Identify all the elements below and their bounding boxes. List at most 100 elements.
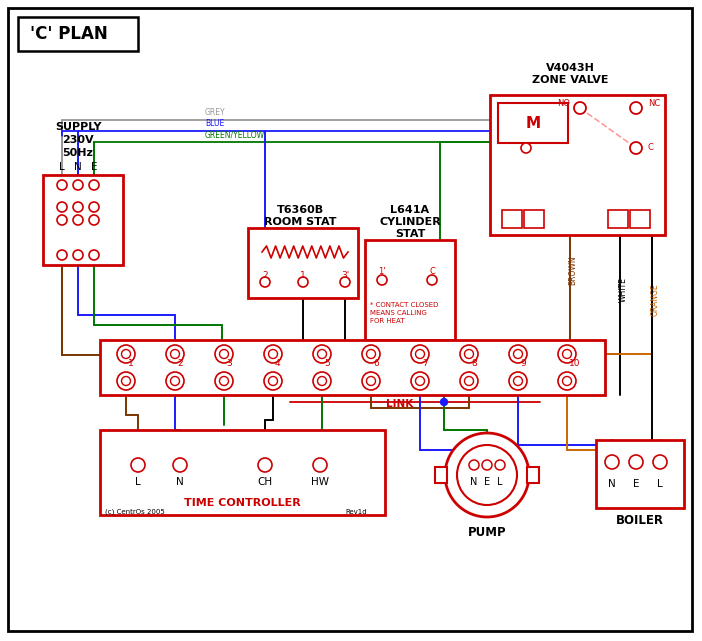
Circle shape xyxy=(416,349,425,358)
Circle shape xyxy=(513,376,522,385)
Text: 5: 5 xyxy=(324,360,330,369)
Text: LINK: LINK xyxy=(386,399,413,409)
Text: 3': 3' xyxy=(341,271,349,279)
Circle shape xyxy=(630,102,642,114)
Text: 8: 8 xyxy=(471,360,477,369)
Text: L: L xyxy=(497,477,503,487)
Circle shape xyxy=(562,376,571,385)
Circle shape xyxy=(313,372,331,390)
Text: C: C xyxy=(429,267,435,276)
Circle shape xyxy=(57,202,67,212)
Circle shape xyxy=(377,275,387,285)
Circle shape xyxy=(362,372,380,390)
Circle shape xyxy=(313,458,327,472)
Circle shape xyxy=(629,455,643,469)
Circle shape xyxy=(440,399,447,406)
Circle shape xyxy=(117,372,135,390)
Circle shape xyxy=(73,215,83,225)
Circle shape xyxy=(482,460,492,470)
Circle shape xyxy=(416,376,425,385)
Text: CYLINDER: CYLINDER xyxy=(379,217,441,227)
Bar xyxy=(502,210,522,228)
Text: FOR HEAT: FOR HEAT xyxy=(370,318,404,324)
Text: E: E xyxy=(91,162,98,172)
Text: GREEN/YELLOW: GREEN/YELLOW xyxy=(205,130,265,139)
Text: E: E xyxy=(633,479,640,489)
Circle shape xyxy=(117,345,135,363)
Circle shape xyxy=(57,180,67,190)
Circle shape xyxy=(171,349,180,358)
Bar xyxy=(18,17,138,51)
Bar xyxy=(43,175,123,265)
Text: 50Hz: 50Hz xyxy=(62,148,93,158)
Circle shape xyxy=(89,250,99,260)
Text: C: C xyxy=(648,144,654,153)
Text: GREY: GREY xyxy=(205,108,225,117)
Circle shape xyxy=(427,275,437,285)
Circle shape xyxy=(73,180,83,190)
Text: N: N xyxy=(470,477,477,487)
Text: L641A: L641A xyxy=(390,205,430,215)
Text: HW: HW xyxy=(311,477,329,487)
Text: NO: NO xyxy=(557,99,570,108)
Circle shape xyxy=(220,376,228,385)
Text: 10: 10 xyxy=(569,360,581,369)
Text: 4: 4 xyxy=(275,360,281,369)
Bar xyxy=(248,228,358,298)
Circle shape xyxy=(653,455,667,469)
Circle shape xyxy=(362,345,380,363)
Circle shape xyxy=(268,376,277,385)
Circle shape xyxy=(469,460,479,470)
Circle shape xyxy=(495,460,505,470)
Bar xyxy=(435,467,447,483)
Circle shape xyxy=(509,345,527,363)
Circle shape xyxy=(313,345,331,363)
Text: CH: CH xyxy=(258,477,272,487)
Text: L: L xyxy=(135,477,141,487)
Text: BROWN: BROWN xyxy=(569,255,578,285)
Text: N: N xyxy=(74,162,82,172)
Circle shape xyxy=(73,202,83,212)
Circle shape xyxy=(298,277,308,287)
Text: MEANS CALLING: MEANS CALLING xyxy=(370,310,427,316)
Circle shape xyxy=(513,349,522,358)
Circle shape xyxy=(465,376,474,385)
Circle shape xyxy=(460,372,478,390)
Text: SUPPLY: SUPPLY xyxy=(55,122,101,132)
Text: STAT: STAT xyxy=(395,229,425,239)
Circle shape xyxy=(131,458,145,472)
Text: N: N xyxy=(176,477,184,487)
Text: BOILER: BOILER xyxy=(616,515,664,528)
Circle shape xyxy=(558,372,576,390)
Text: BLUE: BLUE xyxy=(205,119,224,128)
Circle shape xyxy=(562,349,571,358)
Text: * CONTACT CLOSED: * CONTACT CLOSED xyxy=(370,302,438,308)
Bar xyxy=(596,440,684,508)
Bar xyxy=(498,103,568,143)
Circle shape xyxy=(215,345,233,363)
Circle shape xyxy=(317,376,326,385)
Text: L: L xyxy=(59,162,65,172)
Bar xyxy=(100,340,605,395)
Circle shape xyxy=(574,102,586,114)
Text: TIME CONTROLLER: TIME CONTROLLER xyxy=(184,498,300,508)
Circle shape xyxy=(260,277,270,287)
Text: 2: 2 xyxy=(177,360,183,369)
Circle shape xyxy=(445,433,529,517)
Bar xyxy=(608,210,628,228)
Circle shape xyxy=(630,142,642,154)
Circle shape xyxy=(460,345,478,363)
Circle shape xyxy=(171,376,180,385)
Circle shape xyxy=(317,349,326,358)
Circle shape xyxy=(166,372,184,390)
Circle shape xyxy=(340,277,350,287)
Bar xyxy=(490,95,665,235)
Text: 1: 1 xyxy=(128,360,134,369)
Text: N: N xyxy=(608,479,616,489)
Circle shape xyxy=(268,349,277,358)
Text: 'C' PLAN: 'C' PLAN xyxy=(30,25,107,43)
Text: L: L xyxy=(657,479,663,489)
Text: ORANGE: ORANGE xyxy=(651,284,659,316)
Circle shape xyxy=(411,345,429,363)
Circle shape xyxy=(509,372,527,390)
